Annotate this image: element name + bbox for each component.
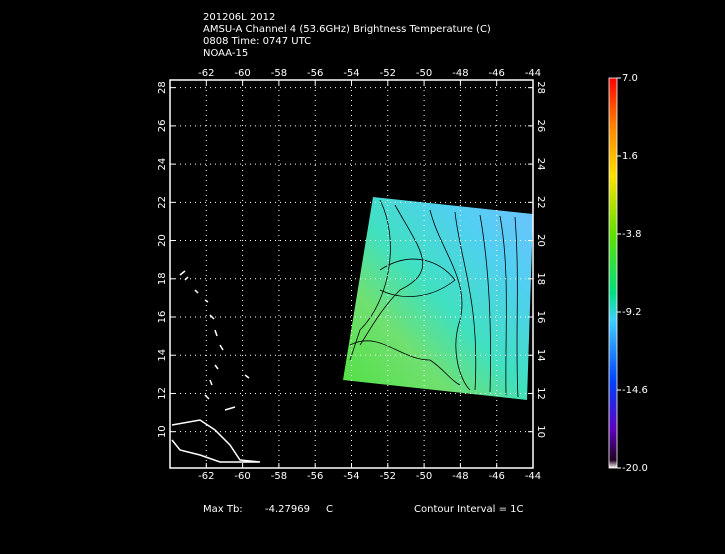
colorbar-label: -20.0	[622, 463, 648, 474]
max-unit: C	[326, 504, 333, 515]
max-label: Max Tb:	[203, 504, 243, 515]
lat-label: 16	[535, 311, 546, 324]
lon-label: -50	[416, 471, 432, 482]
lat-label: 28	[535, 81, 546, 94]
contour-interval: Contour Interval = 1C	[414, 504, 524, 515]
lon-label: -62	[198, 471, 214, 482]
lat-label: 14	[535, 349, 546, 362]
islands	[171, 270, 261, 463]
lat-label: 18	[157, 272, 168, 285]
colorbar-label: -14.6	[622, 385, 648, 396]
lat-label: 14	[157, 349, 168, 362]
colorbar-label: -9.2	[622, 307, 642, 318]
lon-label: -60	[234, 68, 250, 79]
lon-label: -50	[416, 68, 432, 79]
lat-label: 22	[535, 196, 546, 209]
lon-label: -52	[380, 471, 396, 482]
lat-label: 24	[535, 158, 546, 171]
lon-label: -54	[343, 471, 359, 482]
lat-label: 12	[535, 387, 546, 400]
lat-label: 16	[157, 311, 168, 324]
colorbar-label: -3.8	[622, 229, 642, 240]
lat-label: 26	[157, 120, 168, 133]
lat-label: 24	[157, 158, 168, 171]
lon-label: -48	[452, 471, 468, 482]
colorbar-label: 7.0	[622, 73, 638, 84]
header-line: AMSU-A Channel 4 (53.6GHz) Brightness Te…	[203, 24, 491, 35]
lon-label: -58	[271, 471, 287, 482]
lon-label: -56	[307, 471, 323, 482]
header-line: NOAA-15	[203, 48, 248, 59]
lon-label: -44	[525, 471, 541, 482]
lon-label: -54	[343, 68, 359, 79]
lon-label: -48	[452, 68, 468, 79]
lon-label: -46	[489, 68, 505, 79]
header-line: 201206L 2012	[203, 12, 275, 23]
lat-label: 22	[157, 196, 168, 209]
colorbar	[608, 77, 618, 469]
lon-label: -44	[525, 68, 541, 79]
max-value: -4.27969	[265, 504, 310, 515]
colorbar-label: 1.6	[622, 151, 638, 162]
lon-label: -56	[307, 68, 323, 79]
lon-label: -52	[380, 68, 396, 79]
header: 201206L 2012 AMSU-A Channel 4 (53.6GHz) …	[203, 12, 491, 59]
lon-label: -62	[198, 68, 214, 79]
lat-label: 28	[157, 81, 168, 94]
swath	[343, 197, 533, 400]
lon-label: -58	[271, 68, 287, 79]
lat-label: 18	[535, 272, 546, 285]
lat-label: 26	[535, 120, 546, 133]
header-line: 0808 Time: 0747 UTC	[203, 36, 311, 47]
lon-label: -46	[489, 471, 505, 482]
lat-label: 10	[157, 425, 168, 438]
lat-label: 12	[157, 387, 168, 400]
lon-label: -60	[234, 471, 250, 482]
lat-label: 10	[535, 425, 546, 438]
lat-label: 20	[535, 234, 546, 247]
lat-label: 20	[157, 234, 168, 247]
